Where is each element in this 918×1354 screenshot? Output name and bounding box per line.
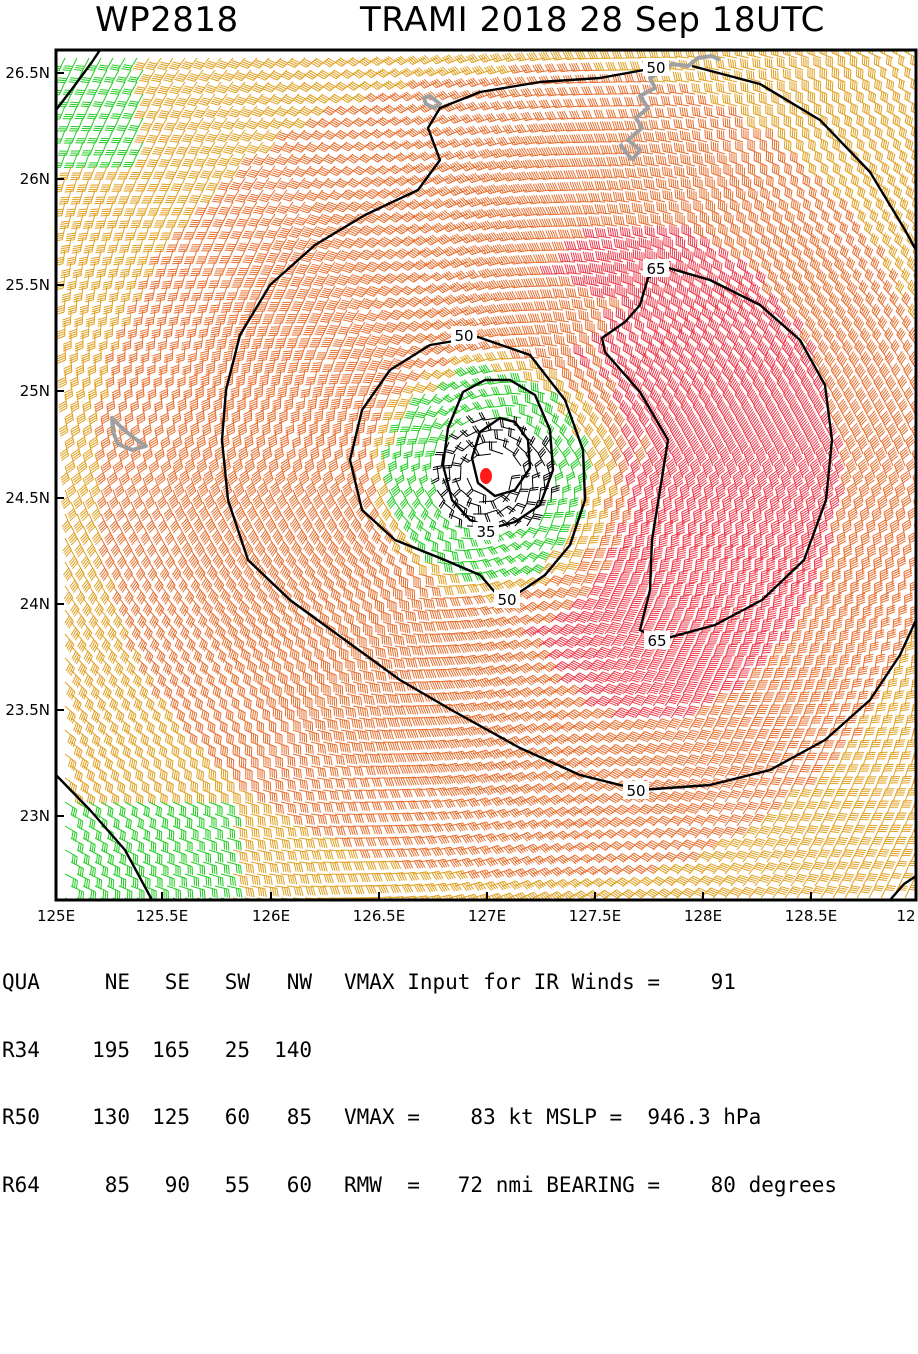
wind-map: 50 65 50 35 50 65 50 26.5N 26N 25.5N 25N…	[0, 0, 918, 1014]
